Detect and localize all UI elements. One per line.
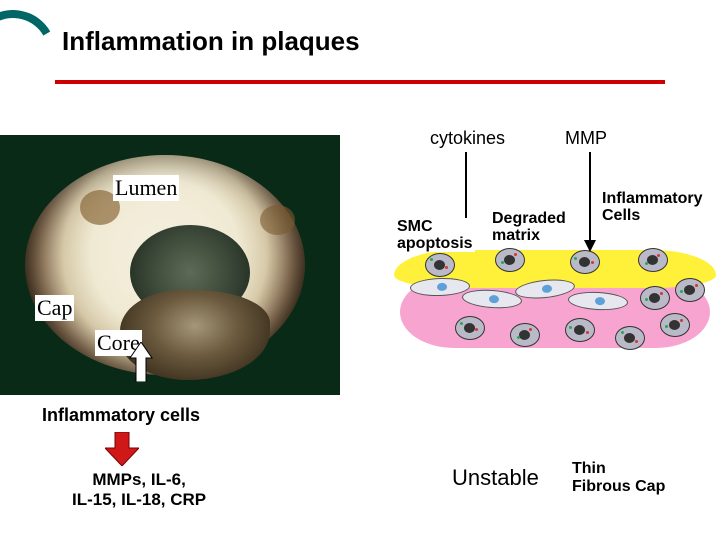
slide-title: Inflammation in plaques (62, 26, 360, 57)
title-underline (55, 80, 665, 84)
macrophage (495, 248, 525, 272)
macrophage (455, 316, 485, 340)
plaque-illustration (400, 248, 710, 363)
label-cytokines: cytokines (430, 128, 505, 149)
label-deg-line2: matrix (492, 227, 540, 244)
macrophage (638, 248, 668, 272)
label-lumen: Lumen (113, 175, 179, 201)
label-inflammatory-cells-right: Inflammatory Cells (600, 190, 704, 224)
macrophage (510, 323, 540, 347)
macrophage (565, 318, 595, 342)
label-smc-line1: SMC (397, 218, 433, 235)
heading-inflammatory-cells: Inflammatory cells (40, 405, 202, 426)
label-inf-line1: Inflammatory (602, 190, 702, 207)
thin-line1: Thin (572, 460, 606, 477)
red-down-arrow-icon (105, 432, 139, 466)
label-degraded-matrix: Degraded matrix (490, 210, 568, 244)
label-deg-line1: Degraded (492, 210, 566, 227)
label-cap: Cap (35, 295, 74, 321)
macrophage (660, 313, 690, 337)
macrophage (640, 286, 670, 310)
mediators-line2: IL-15, IL-18, CRP (72, 490, 206, 509)
histology-image (0, 135, 340, 395)
thin-line2: Fibrous Cap (572, 478, 665, 495)
macrophage (615, 326, 645, 350)
label-mediators: MMPs, IL-6, IL-15, IL-18, CRP (70, 470, 208, 510)
arrow-mmp-down (580, 152, 600, 252)
label-smc-apoptosis: SMC apoptosis (395, 218, 475, 252)
macrophage (570, 250, 600, 274)
label-smc-line2: apoptosis (397, 235, 473, 252)
arrow-core-up (128, 342, 154, 382)
label-mmp: MMP (565, 128, 607, 149)
mediators-line1: MMPs, IL-6, (92, 470, 186, 489)
label-unstable: Unstable (450, 465, 541, 491)
label-thin-fibrous-cap: Thin Fibrous Cap (570, 460, 667, 496)
spot (260, 205, 295, 235)
macrophage (425, 253, 455, 277)
slide-ring-decoration (0, 0, 66, 105)
label-inf-line2: Cells (602, 207, 640, 224)
macrophage (675, 278, 705, 302)
